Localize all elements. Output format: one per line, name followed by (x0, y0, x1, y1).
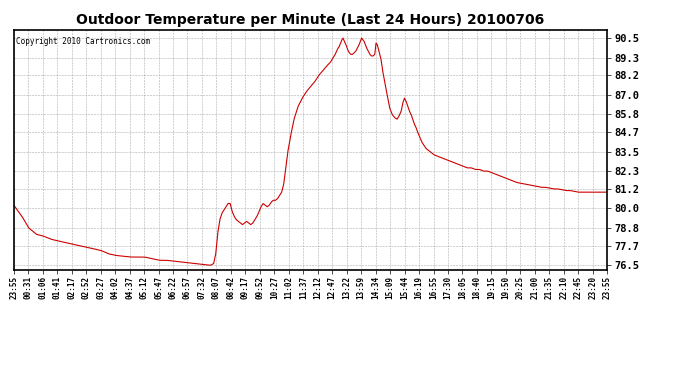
Text: Copyright 2010 Cartronics.com: Copyright 2010 Cartronics.com (16, 37, 150, 46)
Title: Outdoor Temperature per Minute (Last 24 Hours) 20100706: Outdoor Temperature per Minute (Last 24 … (77, 13, 544, 27)
